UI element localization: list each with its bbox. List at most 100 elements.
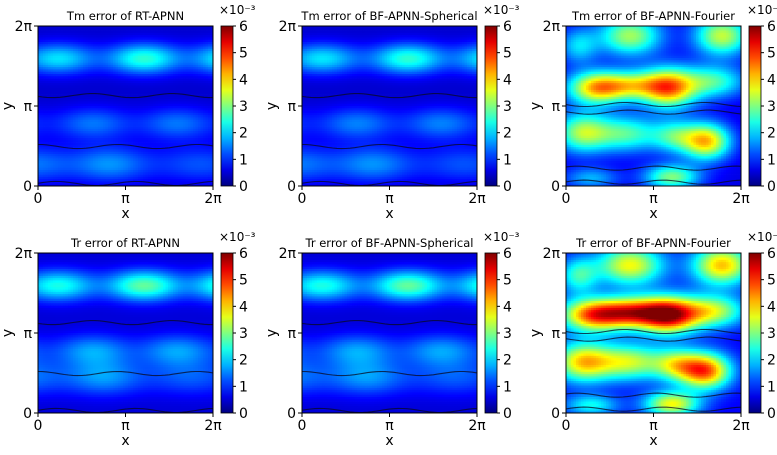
heatmap-cell bbox=[191, 76, 194, 79]
heatmap-cell bbox=[76, 53, 79, 56]
heatmap-cell bbox=[206, 99, 209, 102]
heatmap-cell bbox=[41, 122, 44, 125]
heatmap-cell bbox=[48, 60, 51, 63]
heatmap-cell bbox=[156, 90, 159, 93]
heatmap-cell bbox=[106, 108, 109, 111]
heatmap-cell bbox=[188, 133, 191, 136]
heatmap-cell bbox=[101, 163, 104, 166]
heatmap-cell bbox=[173, 35, 176, 38]
heatmap-cell bbox=[178, 106, 181, 109]
heatmap-cell bbox=[183, 140, 186, 143]
heatmap-cell bbox=[111, 67, 114, 70]
heatmap-cell bbox=[111, 101, 114, 104]
heatmap-cell bbox=[108, 33, 111, 36]
heatmap-cell bbox=[201, 99, 204, 102]
heatmap-cell bbox=[151, 172, 154, 175]
heatmap-cell bbox=[148, 170, 151, 173]
heatmap-cell bbox=[116, 179, 119, 182]
heatmap-cell bbox=[191, 31, 194, 34]
heatmap-cell bbox=[101, 69, 104, 72]
heatmap-cell bbox=[166, 63, 169, 66]
heatmap-cell bbox=[93, 115, 96, 118]
heatmap-cell bbox=[58, 88, 61, 91]
heatmap-cell bbox=[196, 113, 199, 116]
heatmap-cell bbox=[128, 37, 131, 40]
heatmap-cell bbox=[193, 149, 196, 152]
heatmap-cell bbox=[131, 122, 134, 125]
heatmap-cell bbox=[66, 136, 69, 139]
heatmap-cell bbox=[46, 163, 49, 166]
heatmap-cell bbox=[81, 81, 84, 84]
heatmap-cell bbox=[141, 72, 144, 75]
heatmap-cell bbox=[53, 58, 56, 61]
heatmap-cell bbox=[171, 65, 174, 68]
heatmap-cell bbox=[178, 120, 181, 123]
heatmap-cell bbox=[131, 49, 134, 52]
heatmap-cell bbox=[156, 69, 159, 72]
heatmap-cell bbox=[98, 133, 101, 136]
heatmap-cell bbox=[56, 51, 59, 54]
heatmap-cell bbox=[93, 120, 96, 123]
heatmap-cell bbox=[171, 140, 174, 143]
heatmap-cell bbox=[76, 104, 79, 107]
heatmap-cell bbox=[181, 106, 184, 109]
heatmap-cell bbox=[93, 143, 96, 146]
heatmap-cell bbox=[88, 115, 91, 118]
heatmap-cell bbox=[176, 181, 179, 184]
heatmap-cell bbox=[103, 122, 106, 125]
heatmap-cell bbox=[138, 49, 141, 52]
heatmap-cell bbox=[178, 31, 181, 34]
heatmap-cell bbox=[98, 108, 101, 111]
heatmap-cell bbox=[61, 49, 64, 52]
heatmap-cell bbox=[48, 170, 51, 173]
heatmap-cell bbox=[171, 170, 174, 173]
heatmap-cell bbox=[108, 165, 111, 168]
heatmap-cell bbox=[56, 69, 59, 72]
heatmap-cell bbox=[193, 113, 196, 116]
heatmap-cell bbox=[103, 143, 106, 146]
heatmap-cell bbox=[86, 165, 89, 168]
heatmap-cell bbox=[86, 101, 89, 104]
heatmap-cell bbox=[196, 49, 199, 52]
heatmap-cell bbox=[118, 90, 121, 93]
heatmap-cell bbox=[76, 99, 79, 102]
heatmap-cell bbox=[183, 67, 186, 70]
heatmap-cell bbox=[106, 63, 109, 66]
heatmap-cell bbox=[111, 85, 114, 88]
heatmap-cell bbox=[61, 154, 64, 157]
heatmap-cell bbox=[163, 88, 166, 91]
heatmap-cell bbox=[116, 47, 119, 50]
heatmap-cell bbox=[73, 67, 76, 70]
heatmap-cell bbox=[88, 56, 91, 59]
heatmap-cell bbox=[121, 106, 124, 109]
heatmap-cell bbox=[118, 161, 121, 164]
heatmap-cell bbox=[98, 143, 101, 146]
heatmap-cell bbox=[208, 113, 211, 116]
heatmap-cell bbox=[118, 47, 121, 50]
heatmap-cell bbox=[148, 124, 151, 127]
heatmap-cell bbox=[113, 37, 116, 40]
heatmap-cell bbox=[161, 31, 164, 34]
heatmap-cell bbox=[113, 138, 116, 141]
heatmap-cell bbox=[76, 108, 79, 111]
heatmap-cell bbox=[108, 129, 111, 132]
heatmap-cell bbox=[91, 129, 94, 132]
heatmap-cell bbox=[68, 81, 71, 84]
heatmap-cell bbox=[101, 79, 104, 82]
heatmap-cell bbox=[176, 136, 179, 139]
heatmap-cell bbox=[156, 101, 159, 104]
heatmap-cell bbox=[93, 159, 96, 162]
heatmap-cell bbox=[126, 65, 129, 68]
heatmap-cell bbox=[48, 28, 51, 31]
heatmap-cell bbox=[63, 90, 66, 93]
heatmap-cell bbox=[73, 115, 76, 118]
heatmap-cell bbox=[178, 60, 181, 63]
heatmap-cell bbox=[46, 83, 49, 86]
heatmap-cell bbox=[68, 175, 71, 178]
heatmap-cell bbox=[176, 95, 179, 98]
heatmap-cell bbox=[101, 44, 104, 47]
heatmap-cell bbox=[106, 113, 109, 116]
heatmap-cell bbox=[143, 28, 146, 31]
heatmap-cell bbox=[56, 159, 59, 162]
heatmap-cell bbox=[121, 88, 124, 91]
